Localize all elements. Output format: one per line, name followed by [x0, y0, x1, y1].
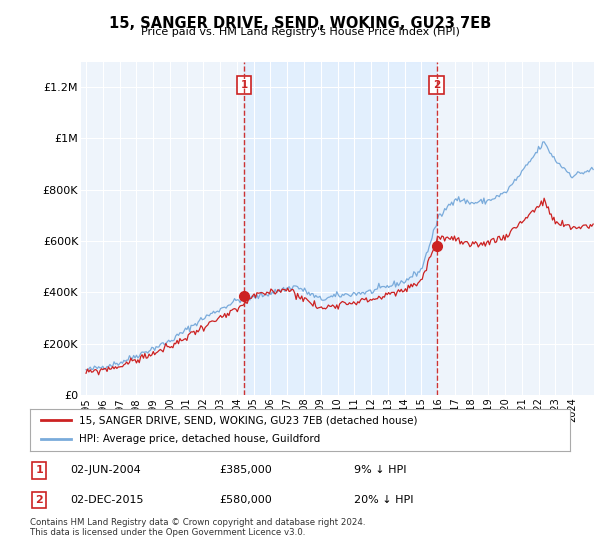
Text: 1: 1 — [241, 80, 248, 90]
Text: HPI: Average price, detached house, Guildford: HPI: Average price, detached house, Guil… — [79, 435, 320, 445]
Text: £385,000: £385,000 — [219, 465, 272, 475]
Text: 02-JUN-2004: 02-JUN-2004 — [71, 465, 141, 475]
Text: 15, SANGER DRIVE, SEND, WOKING, GU23 7EB: 15, SANGER DRIVE, SEND, WOKING, GU23 7EB — [109, 16, 491, 31]
Text: 1: 1 — [35, 465, 43, 475]
Text: 02-DEC-2015: 02-DEC-2015 — [71, 495, 144, 505]
Text: 20% ↓ HPI: 20% ↓ HPI — [354, 495, 413, 505]
Bar — [244, 62, 437, 395]
Text: 2: 2 — [433, 80, 440, 90]
Text: Price paid vs. HM Land Registry's House Price Index (HPI): Price paid vs. HM Land Registry's House … — [140, 27, 460, 37]
Text: 9% ↓ HPI: 9% ↓ HPI — [354, 465, 407, 475]
Text: 2: 2 — [35, 495, 43, 505]
Text: £580,000: £580,000 — [219, 495, 272, 505]
Text: 15, SANGER DRIVE, SEND, WOKING, GU23 7EB (detached house): 15, SANGER DRIVE, SEND, WOKING, GU23 7EB… — [79, 415, 417, 425]
Text: Contains HM Land Registry data © Crown copyright and database right 2024.
This d: Contains HM Land Registry data © Crown c… — [30, 518, 365, 538]
